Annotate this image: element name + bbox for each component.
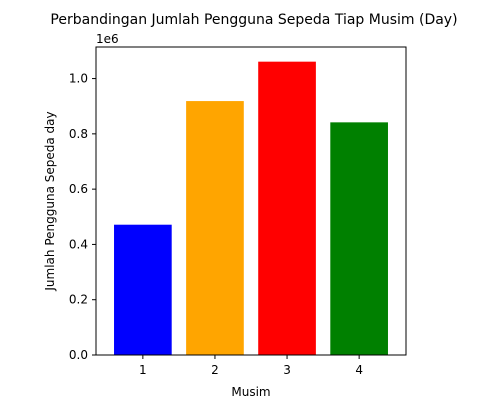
x-tick-label: 3 <box>283 363 291 377</box>
x-tick-label: 4 <box>355 363 363 377</box>
x-axis-ticks: 1 2 3 4 <box>139 355 363 377</box>
y-tick-label: 0.8 <box>69 127 88 141</box>
y-tick-label: 0.2 <box>69 293 88 307</box>
chart-title: Perbandingan Jumlah Pengguna Sepeda Tiap… <box>50 12 457 28</box>
x-axis-label: Musim <box>231 385 270 399</box>
plot-frame <box>95 46 407 356</box>
x-tick-label: 2 <box>211 363 219 377</box>
y-tick-label: 1.0 <box>69 72 88 86</box>
bar-season-1 <box>114 224 172 355</box>
y-tick-label: 0.4 <box>69 237 88 251</box>
y-axis-label: Jumlah Pengguna Sepeda day <box>43 111 57 291</box>
y-tick-label: 0.0 <box>69 348 88 362</box>
bar-season-4 <box>330 122 388 355</box>
y-tick-label: 0.6 <box>69 182 88 196</box>
y-axis-ticks: 0.0 0.2 0.4 0.6 0.8 1.0 <box>69 72 96 362</box>
x-tick-label: 1 <box>139 363 147 377</box>
bars-group <box>114 61 388 355</box>
y-axis-offset-text: 1e6 <box>96 32 119 46</box>
bar-season-2 <box>186 101 244 355</box>
bar-season-3 <box>258 61 316 355</box>
